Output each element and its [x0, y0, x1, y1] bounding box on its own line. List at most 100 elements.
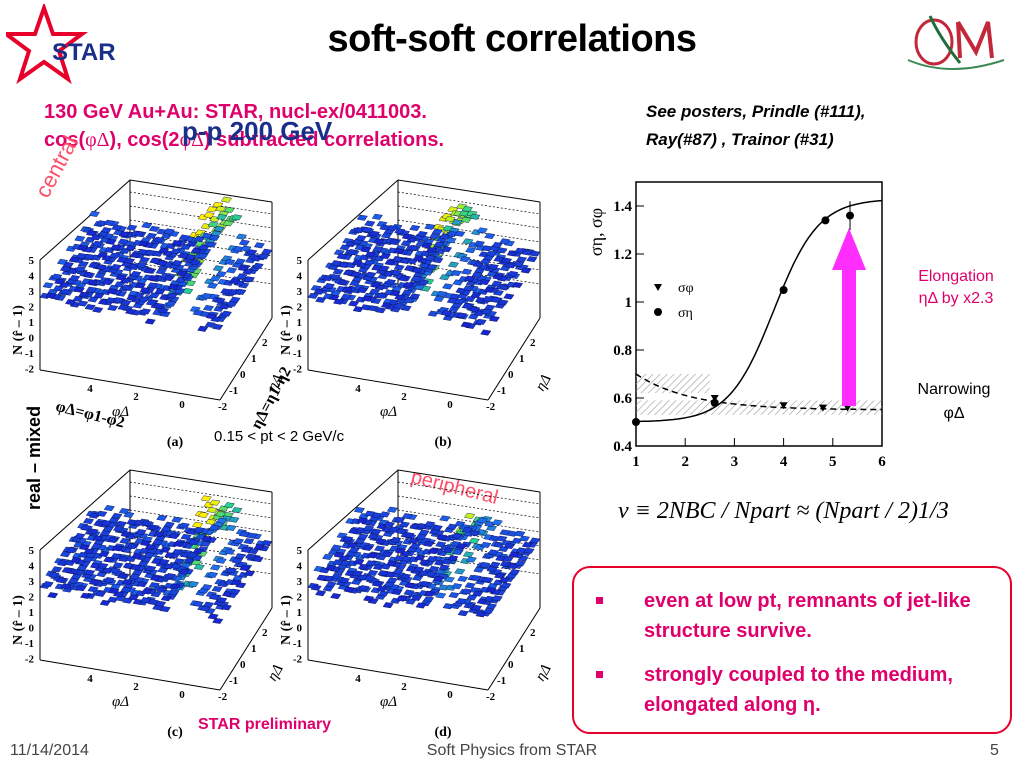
surface-cell: [454, 520, 466, 527]
surface-cell: [245, 553, 257, 560]
surface-cell: [451, 583, 463, 590]
surface-cell: [424, 590, 436, 597]
surface-cell: [529, 250, 541, 257]
surface-cell: [431, 228, 443, 235]
surface-cell: [239, 565, 251, 572]
surface-cell: [500, 582, 512, 589]
surface-cell: [178, 522, 190, 529]
star-preliminary: STAR preliminary: [198, 716, 332, 733]
pp-overlay-label: p-p 200 GeV: [182, 116, 333, 146]
y-tick-label: 1.4: [613, 199, 632, 215]
surface-cell: [338, 577, 350, 584]
surface-cell: [148, 524, 160, 531]
eta-tick-label: 1: [519, 353, 525, 365]
surface-cell: [228, 516, 240, 523]
surface-cell: [216, 214, 228, 221]
surface-cell: [120, 299, 132, 306]
surface-cell: [464, 582, 476, 589]
surface-cell: [117, 238, 129, 245]
surface-cell: [328, 294, 340, 301]
surface-cell: [447, 261, 459, 268]
surface-cell: [73, 286, 85, 293]
surface-cell: [176, 270, 188, 277]
surface-cell: [205, 313, 217, 320]
surface-cell: [383, 521, 395, 528]
surface-cell: [431, 524, 443, 531]
surface-cell: [123, 257, 136, 264]
surface-cell: [109, 567, 121, 574]
surface-cell: [214, 297, 226, 304]
surface-cell: [483, 286, 495, 293]
surface-cell: [390, 269, 402, 276]
z-tick-label: 2: [297, 302, 303, 314]
sigma-eta-point: [632, 418, 640, 426]
panel-gridline: [129, 191, 273, 215]
surface-cell: [209, 275, 221, 282]
x-tick-label: 6: [878, 454, 886, 470]
surface-cell: [356, 517, 368, 524]
surface-cell: [148, 275, 160, 282]
surface-cell: [485, 587, 497, 594]
surface-cell: [153, 302, 165, 309]
surface-cell: [231, 214, 243, 221]
surface-cell: [343, 586, 355, 593]
surface-cell: [139, 287, 151, 294]
surface-cell: [203, 212, 215, 219]
surface-cell: [171, 549, 183, 556]
surface-cell: [216, 597, 228, 604]
surface-cell: [243, 538, 255, 545]
surface-cell: [337, 279, 349, 286]
legend-phi-marker: [654, 284, 662, 291]
surface-cell: [178, 568, 190, 575]
surface-cell: [140, 540, 152, 547]
star-logo-text: STAR: [52, 39, 116, 66]
z-tick-label: 1: [29, 317, 35, 329]
surface-cell: [469, 213, 481, 220]
surface-cell: [172, 540, 185, 548]
surface-cell: [471, 271, 483, 278]
surface-cell: [118, 231, 130, 238]
surface-cell: [84, 304, 96, 311]
surface-cell: [331, 572, 343, 579]
surface-cell: [365, 560, 377, 567]
surface-cell: [493, 256, 505, 263]
y-tick-label: 1.2: [613, 247, 632, 263]
surface-cell: [461, 303, 473, 310]
surface-cell: [358, 585, 370, 592]
eta-tick-label: -2: [486, 401, 496, 413]
surface-cell: [398, 275, 410, 282]
surface-cell: [186, 240, 198, 247]
surface-cell: [147, 599, 159, 606]
surface-cell: [127, 594, 140, 601]
surface-cell: [521, 541, 533, 548]
surface-cell: [404, 582, 416, 589]
surface-cell: [220, 196, 232, 203]
bullet-2: strongly coupled to the medium, elongate…: [592, 660, 997, 720]
surface-cell: [403, 589, 415, 596]
surface-cell: [442, 547, 454, 554]
y-tick-label: 0.6: [613, 391, 632, 407]
surface-cell: [187, 581, 200, 588]
surface-cell: [125, 245, 137, 252]
surface-cell: [170, 248, 182, 255]
phi-tick-label: 4: [355, 383, 361, 395]
surface-cell: [209, 499, 221, 506]
surface-cell: [454, 568, 466, 575]
phi-tick-label: 0: [179, 399, 185, 411]
surface-cell: [234, 553, 246, 560]
surface-cell: [168, 532, 180, 540]
z-tick-label: 5: [29, 545, 35, 557]
sigma-phi-point: [779, 402, 788, 410]
surface-cell: [341, 286, 353, 293]
x-tick-label: 2: [681, 454, 689, 470]
surface-cell: [507, 270, 519, 277]
surface-cell: [403, 532, 415, 539]
surface-cell: [529, 537, 541, 544]
surface-cell: [379, 511, 391, 518]
surface-cell: [80, 524, 92, 531]
surface-cell: [145, 565, 157, 572]
surface-cell: [346, 249, 359, 256]
panel-frame-edge: [307, 369, 489, 401]
surface-cell: [494, 572, 506, 579]
eta-tick-label: -1: [229, 385, 238, 397]
